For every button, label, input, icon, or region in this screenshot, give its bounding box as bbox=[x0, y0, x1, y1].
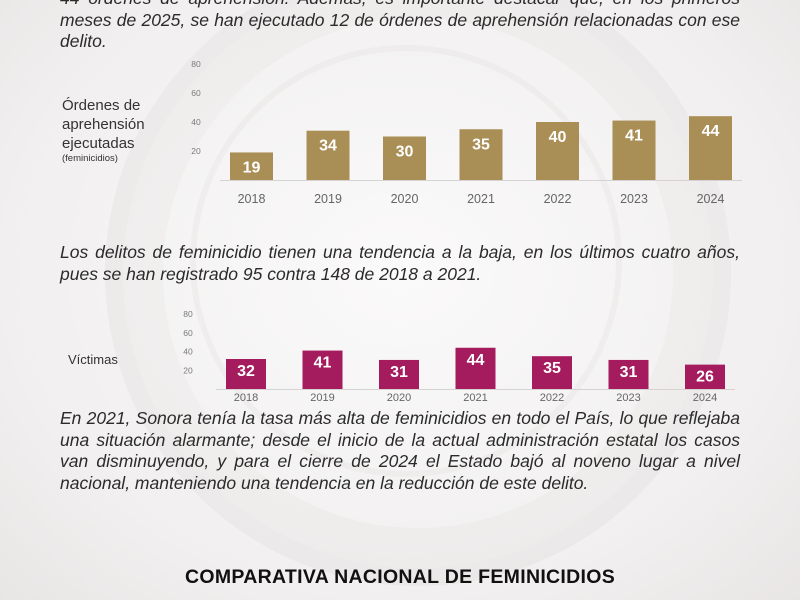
victims-data-label: 31 bbox=[620, 364, 638, 381]
orders-bar bbox=[536, 122, 579, 180]
victims-bar bbox=[455, 347, 496, 389]
victims-x-tick: 2023 bbox=[616, 392, 640, 404]
victims-ytick: 60 bbox=[183, 328, 193, 338]
paragraph-sonora: En 2021, Sonora tenía la tasa más alta d… bbox=[60, 408, 740, 493]
victims-x-tick: 2022 bbox=[540, 392, 564, 404]
orders-bar bbox=[306, 130, 350, 180]
victims-x-tick: 2020 bbox=[387, 392, 411, 404]
victims-data-label: 31 bbox=[390, 364, 408, 381]
orders-data-label: 19 bbox=[243, 159, 261, 176]
orders-x-tick: 2023 bbox=[620, 192, 648, 206]
orders-ytick: 60 bbox=[191, 88, 201, 98]
orders-data-label: 35 bbox=[472, 136, 490, 153]
orders-label-line-1: Órdenes de bbox=[62, 97, 141, 114]
paragraph-orders: 44 órdenes de aprehensión. Además, es im… bbox=[60, 0, 740, 51]
orders-x-tick: 2024 bbox=[697, 192, 725, 206]
orders-bar bbox=[230, 152, 273, 180]
victims-x-tick: 2019 bbox=[310, 392, 334, 404]
victims-label-line-1: Víctimas bbox=[68, 352, 118, 367]
victims-data-label: 32 bbox=[237, 363, 255, 380]
orders-x-tick: 2020 bbox=[391, 192, 419, 206]
orders-data-label: 30 bbox=[396, 144, 414, 161]
victims-data-label: 35 bbox=[543, 360, 561, 377]
victims-x-tick: 2018 bbox=[234, 392, 258, 404]
orders-bar bbox=[459, 129, 503, 180]
victims-data-label: 26 bbox=[696, 369, 714, 386]
orders-x-tick: 2019 bbox=[314, 192, 342, 206]
orders-ytick: 20 bbox=[191, 146, 201, 156]
orders-data-label: 40 bbox=[549, 129, 567, 146]
orders-label-line-3: ejecutadas bbox=[62, 135, 135, 152]
orders-bar bbox=[612, 120, 656, 180]
victims-data-label: 44 bbox=[467, 352, 485, 369]
victims-data-label: 41 bbox=[314, 355, 332, 372]
orders-data-label: 44 bbox=[702, 123, 720, 140]
victims-bar bbox=[226, 359, 266, 389]
orders-data-label: 41 bbox=[625, 128, 643, 145]
orders-label-note: (feminicidios) bbox=[62, 153, 118, 164]
victims-ytick: 40 bbox=[183, 347, 193, 357]
orders-ytick: 80 bbox=[191, 59, 201, 69]
victims-x-tick: 2021 bbox=[463, 392, 487, 404]
orders-x-tick: 2018 bbox=[238, 192, 266, 206]
orders-x-tick: 2022 bbox=[544, 192, 572, 206]
victims-chart-label: Víctimas bbox=[68, 350, 118, 369]
section-title: COMPARATIVA NACIONAL DE FEMINICIDIOS bbox=[184, 566, 616, 588]
orders-bar bbox=[383, 136, 426, 180]
victims-ytick: 20 bbox=[183, 365, 193, 375]
victims-ytick: 80 bbox=[183, 309, 193, 319]
victims-bar bbox=[302, 350, 343, 389]
orders-ytick: 40 bbox=[191, 117, 201, 127]
victims-bar bbox=[608, 359, 649, 389]
orders-x-tick: 2021 bbox=[467, 192, 495, 206]
paragraph-trend: Los delitos de feminicidio tienen una te… bbox=[60, 242, 740, 284]
victims-bar bbox=[532, 356, 572, 389]
orders-bar bbox=[689, 116, 732, 180]
victims-bar bbox=[685, 364, 725, 389]
orders-data-label: 34 bbox=[319, 138, 337, 155]
victims-bar bbox=[379, 359, 419, 389]
orders-label-line-2: aprehensión bbox=[62, 116, 145, 133]
orders-chart-label: Órdenes de aprehensión ejecutadas (femin… bbox=[62, 96, 145, 165]
victims-x-tick: 2024 bbox=[693, 392, 717, 404]
